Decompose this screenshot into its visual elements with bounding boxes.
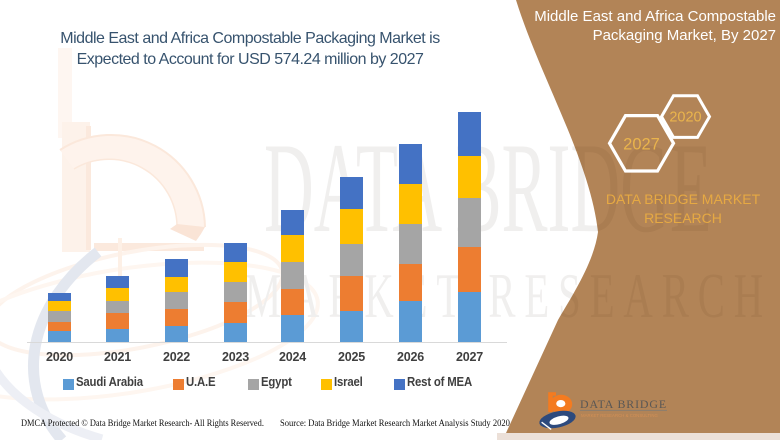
svg-text:2027: 2027 bbox=[623, 136, 660, 154]
svg-text:MARKET RESEARCH & CONSULTING: MARKET RESEARCH & CONSULTING bbox=[581, 413, 659, 418]
svg-text:2020: 2020 bbox=[669, 110, 701, 126]
svg-text:DATA BRIDGE: DATA BRIDGE bbox=[580, 397, 667, 411]
